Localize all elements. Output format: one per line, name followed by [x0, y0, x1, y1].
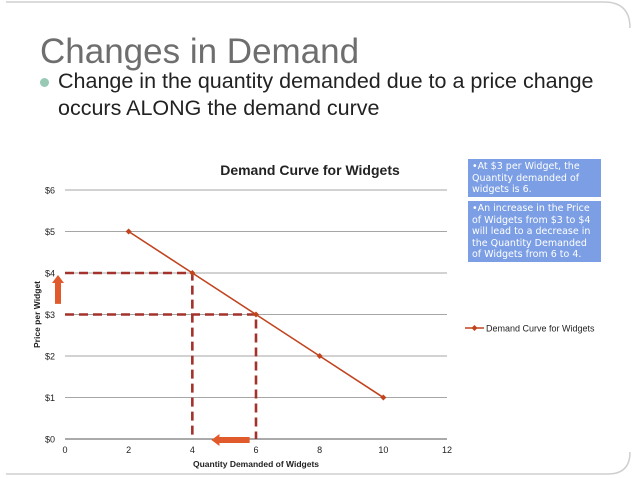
quantity-decrease-arrow	[211, 434, 250, 446]
data-point	[380, 394, 387, 401]
x-tick-label: 0	[62, 445, 67, 455]
x-tick-label: 8	[317, 445, 322, 455]
bullet-dot-icon	[40, 78, 49, 87]
x-tick-label: 12	[442, 445, 452, 455]
slide-title: Changes in Demand	[40, 32, 360, 71]
y-axis-title: Price per Widget	[32, 281, 42, 348]
note-box-1: •At $3 per Widget, the Quantity demanded…	[468, 159, 601, 197]
data-point	[125, 228, 132, 235]
chart-title: Demand Curve for Widgets	[220, 162, 400, 178]
y-tick-label: $3	[45, 310, 55, 320]
x-axis-title: Quantity Demanded of Widgets	[193, 459, 319, 469]
x-tick-label: 10	[378, 445, 388, 455]
legend-marker-icon	[471, 325, 478, 331]
dashed-guide	[65, 313, 258, 439]
x-tick-label: 2	[126, 445, 131, 455]
legend-label: Demand Curve for Widgets	[486, 324, 595, 334]
x-tick-label: 4	[190, 445, 195, 455]
data-point	[253, 311, 259, 318]
data-point	[316, 353, 323, 359]
y-tick-label: $5	[45, 227, 55, 237]
y-tick-label: $0	[45, 435, 55, 445]
y-tick-label: $2	[45, 352, 55, 362]
note-box-2: •An increase in the Price of Widgets fro…	[468, 201, 601, 262]
bullet-text: Change in the quantity demanded due to a…	[58, 69, 594, 120]
data-point	[189, 270, 196, 276]
price-increase-arrow	[52, 275, 64, 304]
y-tick-label: $1	[45, 393, 55, 403]
y-tick-label: $6	[45, 186, 55, 196]
x-tick-label: 6	[253, 445, 258, 455]
y-tick-label: $4	[45, 269, 55, 279]
